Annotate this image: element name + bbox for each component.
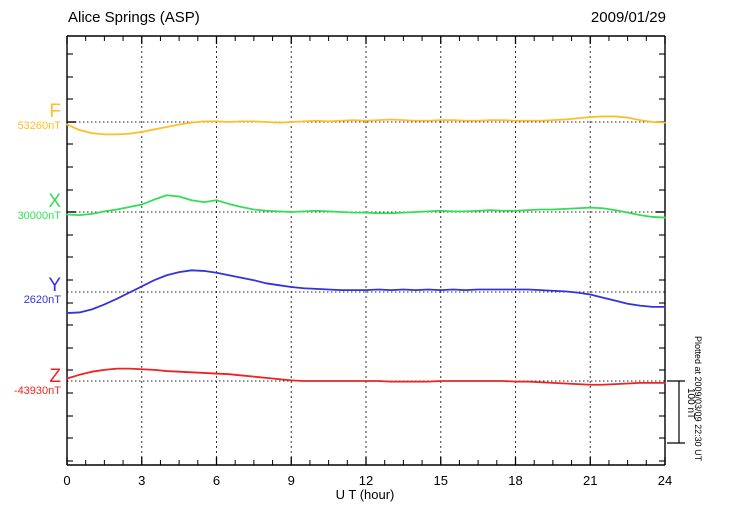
plot-frame (66, 35, 666, 466)
component-baseline-y: 2620nT (23, 294, 61, 306)
trace-z (66, 367, 666, 386)
trace-x (66, 194, 666, 219)
component-baseline-f: 53260nT (17, 120, 61, 132)
x-tick-label-18: 18 (508, 473, 523, 488)
component-label-f: F 53260nT (17, 101, 61, 133)
x-tick-label-0: 0 (63, 473, 71, 488)
scale-bar (667, 380, 685, 444)
component-symbol-y: Y (48, 275, 61, 296)
component-baseline-x: 30000nT (17, 210, 61, 222)
component-symbol-f: F (49, 101, 61, 122)
component-symbol-x: X (48, 191, 61, 212)
axis-ticks (66, 36, 666, 465)
x-tick-label-15: 15 (433, 473, 448, 488)
x-axis-label: U T (hour) (335, 487, 395, 502)
x-tick-label-6: 6 (212, 473, 221, 488)
observation-date: 2009/01/29 (590, 9, 666, 26)
component-label-z: Z -43930nT (13, 366, 61, 398)
x-tick-label-21: 21 (583, 473, 598, 488)
component-symbol-z: Z (49, 366, 61, 387)
x-tick-label-12: 12 (358, 473, 374, 488)
x-tick-label-24: 24 (657, 473, 673, 488)
plotted-timestamp: Plotted at 2009/03/09 22:30 UT (693, 336, 703, 462)
data-traces (66, 115, 666, 386)
gridlines (141, 36, 591, 465)
component-baseline-z: -43930nT (13, 385, 61, 397)
page-title: Alice Springs (ASP) (68, 9, 200, 26)
x-tick-label-3: 3 (138, 473, 146, 488)
component-label-y: Y 2620nT (23, 275, 61, 307)
x-tick-label-9: 9 (287, 473, 295, 488)
component-label-x: X 30000nT (17, 191, 61, 223)
trace-f (66, 115, 666, 136)
trace-y (66, 269, 666, 314)
